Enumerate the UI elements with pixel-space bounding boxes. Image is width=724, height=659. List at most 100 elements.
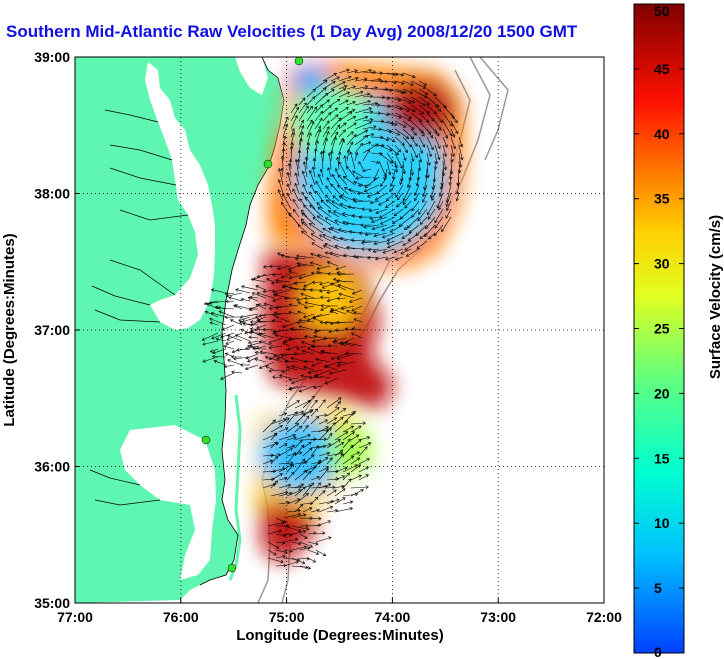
velocity-arrow: [306, 132, 312, 146]
velocity-arrow: [283, 525, 302, 532]
velocity-arrow-head: [367, 442, 372, 446]
velocity-arrow: [280, 255, 299, 259]
velocity-arrow-head: [210, 288, 215, 292]
velocity-arrow: [290, 357, 307, 363]
velocity-arrow: [378, 120, 395, 125]
velocity-arrow: [275, 517, 286, 523]
velocity-arrow-head: [399, 106, 403, 111]
velocity-arrow: [296, 345, 307, 350]
velocity-arrow: [318, 500, 334, 505]
velocity-arrow: [318, 506, 333, 513]
velocity-arrow-head: [309, 288, 313, 292]
velocity-arrow: [288, 311, 299, 315]
velocity-arrow: [314, 80, 328, 90]
velocity-arrow: [425, 216, 436, 229]
velocity-arrow-head: [363, 225, 367, 229]
velocity-arrow: [410, 80, 426, 89]
velocity-arrow: [345, 328, 355, 331]
velocity-arrow-head: [398, 223, 403, 227]
velocity-arrow: [322, 105, 332, 114]
velocity-arrow: [334, 420, 349, 433]
velocity-arrow: [319, 289, 331, 292]
velocity-arrow: [346, 166, 356, 178]
velocity-arrow-head: [364, 232, 369, 237]
velocity-arrow: [286, 452, 296, 465]
velocity-arrow-head: [220, 376, 224, 380]
velocity-arrow-head: [313, 465, 317, 469]
velocity-arrow: [323, 245, 332, 250]
velocity-arrow-head: [443, 104, 447, 109]
velocity-arrow-head: [403, 157, 407, 162]
velocity-arrow: [416, 176, 420, 186]
velocity-arrow-head: [344, 327, 349, 331]
velocity-arrow-head: [328, 432, 333, 437]
velocity-arrow-head: [381, 235, 386, 239]
velocity-arrow: [354, 143, 363, 154]
velocity-arrow-head: [281, 148, 286, 152]
velocity-arrow-head: [252, 346, 256, 351]
velocity-arrow-head: [318, 516, 322, 521]
velocity-arrow: [295, 172, 300, 186]
velocity-arrow: [432, 176, 436, 190]
velocity-arrow: [315, 549, 326, 556]
velocity-arrow: [294, 493, 309, 505]
velocity-arrow: [450, 160, 452, 175]
velocity-arrow: [404, 200, 412, 209]
velocity-arrow-head: [303, 545, 308, 549]
velocity-arrow-head: [342, 497, 346, 501]
velocity-arrow: [287, 345, 299, 350]
velocity-arrow-head: [380, 135, 384, 140]
velocity-arrow: [332, 341, 347, 347]
velocity-arrow-head: [426, 101, 430, 105]
velocity-arrow-head: [414, 192, 418, 196]
velocity-arrow: [297, 265, 307, 267]
velocity-arrow-head: [311, 344, 315, 349]
velocity-arrow: [294, 458, 306, 473]
velocity-arrow-head: [385, 204, 389, 208]
velocity-arrow-head: [324, 419, 329, 423]
velocity-arrow: [272, 273, 283, 276]
velocity-arrow-head: [248, 335, 252, 340]
velocity-arrow-head: [226, 337, 231, 341]
velocity-arrow-head: [458, 164, 463, 168]
velocity-arrow: [402, 128, 415, 140]
velocity-arrow-head: [326, 126, 330, 130]
velocity-arrow: [275, 316, 291, 323]
velocity-arrow: [272, 297, 283, 302]
velocity-arrow: [337, 297, 347, 299]
velocity-arrow-head: [366, 92, 371, 97]
velocity-arrow: [387, 232, 404, 241]
velocity-arrow: [314, 375, 331, 379]
velocity-arrow-head: [312, 216, 317, 221]
velocity-arrow: [354, 152, 358, 162]
velocity-arrow-head: [414, 154, 418, 159]
velocity-arrow: [426, 128, 433, 139]
velocity-arrow: [210, 348, 219, 353]
velocity-arrow: [409, 168, 412, 181]
velocity-arrow: [308, 191, 316, 202]
velocity-arrow: [256, 273, 275, 278]
velocity-arrow-head: [438, 126, 442, 131]
velocity-arrow: [346, 77, 359, 82]
velocity-arrow: [354, 86, 368, 90]
velocity-arrow-head: [367, 248, 372, 252]
velocity-arrow: [278, 189, 284, 202]
velocity-arrow-head: [426, 174, 430, 179]
velocity-arrow: [442, 128, 448, 139]
velocity-arrow-head: [393, 212, 398, 216]
velocity-arrow-head: [280, 274, 285, 279]
velocity-arrow: [282, 342, 291, 347]
velocity-arrow: [322, 150, 325, 162]
velocity-arrow-head: [297, 263, 301, 268]
velocity-arrow: [290, 103, 298, 114]
velocity-arrow: [370, 200, 380, 204]
velocity-arrow: [296, 321, 307, 323]
velocity-arrow: [278, 462, 294, 465]
velocity-arrow-head: [350, 238, 354, 242]
velocity-arrow-head: [255, 284, 259, 289]
velocity-arrow: [350, 457, 360, 465]
velocity-arrow: [277, 252, 291, 259]
barrier-islands: [228, 394, 242, 581]
